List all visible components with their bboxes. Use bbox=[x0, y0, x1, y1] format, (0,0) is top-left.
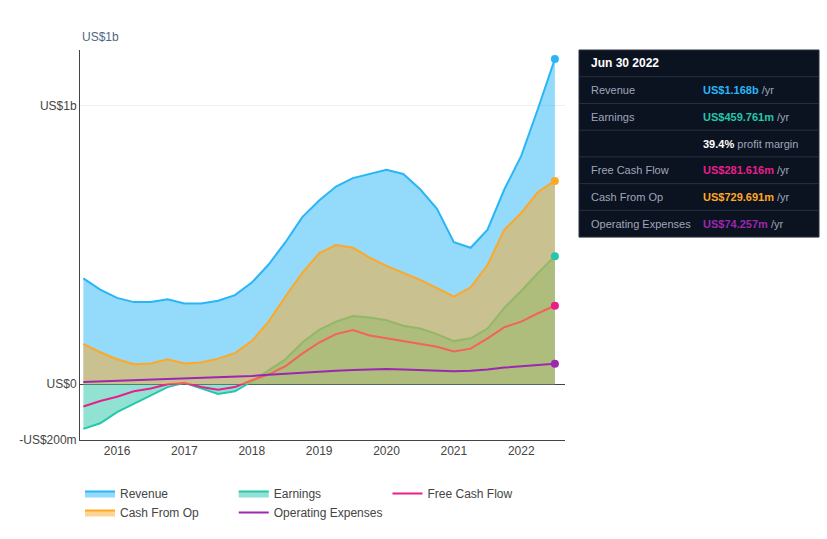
svg-text:US$1b: US$1b bbox=[40, 99, 77, 113]
svg-text:2021: 2021 bbox=[440, 444, 467, 458]
svg-text:Cash From Op: Cash From Op bbox=[591, 191, 663, 203]
svg-text:Earnings: Earnings bbox=[274, 487, 321, 501]
svg-text:Free Cash Flow: Free Cash Flow bbox=[591, 164, 669, 176]
svg-text:2017: 2017 bbox=[171, 444, 198, 458]
svg-text:Revenue: Revenue bbox=[591, 84, 635, 96]
svg-text:2018: 2018 bbox=[238, 444, 265, 458]
svg-text:US$1b: US$1b bbox=[82, 30, 119, 44]
svg-text:Cash From Op: Cash From Op bbox=[120, 506, 199, 520]
svg-text:Earnings: Earnings bbox=[591, 111, 635, 123]
svg-text:US$1.168b /yr: US$1.168b /yr bbox=[703, 84, 774, 96]
svg-text:Operating Expenses: Operating Expenses bbox=[591, 218, 691, 230]
svg-text:US$0: US$0 bbox=[47, 377, 77, 391]
svg-text:39.4% profit margin: 39.4% profit margin bbox=[703, 138, 798, 150]
svg-text:Jun 30 2022: Jun 30 2022 bbox=[591, 56, 659, 70]
svg-text:Operating Expenses: Operating Expenses bbox=[274, 506, 383, 520]
svg-text:US$459.761m /yr: US$459.761m /yr bbox=[703, 111, 790, 123]
svg-text:Revenue: Revenue bbox=[120, 487, 168, 501]
svg-text:-US$200m: -US$200m bbox=[19, 433, 76, 447]
svg-text:2020: 2020 bbox=[373, 444, 400, 458]
svg-text:2016: 2016 bbox=[104, 444, 131, 458]
svg-text:US$729.691m /yr: US$729.691m /yr bbox=[703, 191, 790, 203]
svg-text:US$74.257m /yr: US$74.257m /yr bbox=[703, 218, 783, 230]
svg-text:US$281.616m /yr: US$281.616m /yr bbox=[703, 164, 790, 176]
svg-text:2022: 2022 bbox=[508, 444, 535, 458]
svg-text:Free Cash Flow: Free Cash Flow bbox=[427, 487, 512, 501]
svg-text:2019: 2019 bbox=[306, 444, 333, 458]
